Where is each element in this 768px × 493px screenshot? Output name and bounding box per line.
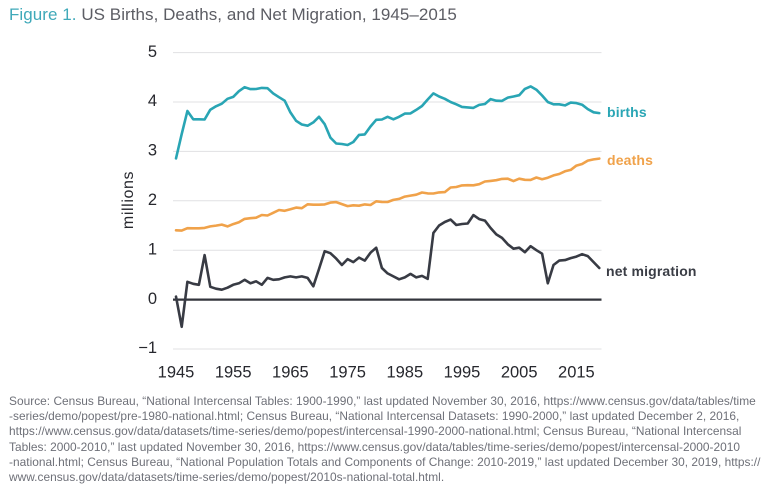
svg-text:1945: 1945 — [158, 364, 195, 382]
svg-text:0: 0 — [148, 290, 157, 308]
svg-text:1965: 1965 — [272, 364, 309, 382]
svg-text:2015: 2015 — [558, 364, 595, 382]
svg-text:2005: 2005 — [501, 364, 538, 382]
svg-text:2: 2 — [148, 191, 157, 209]
svg-text:5: 5 — [148, 43, 157, 61]
svg-text:millions: millions — [120, 171, 137, 229]
svg-text:1985: 1985 — [386, 364, 423, 382]
svg-text:1955: 1955 — [215, 364, 252, 382]
svg-text:1975: 1975 — [329, 364, 366, 382]
svg-text:1995: 1995 — [444, 364, 481, 382]
svg-text:1: 1 — [148, 240, 157, 258]
svg-text:−1: −1 — [138, 339, 157, 357]
svg-text:4: 4 — [148, 92, 157, 110]
svg-text:3: 3 — [148, 142, 157, 160]
